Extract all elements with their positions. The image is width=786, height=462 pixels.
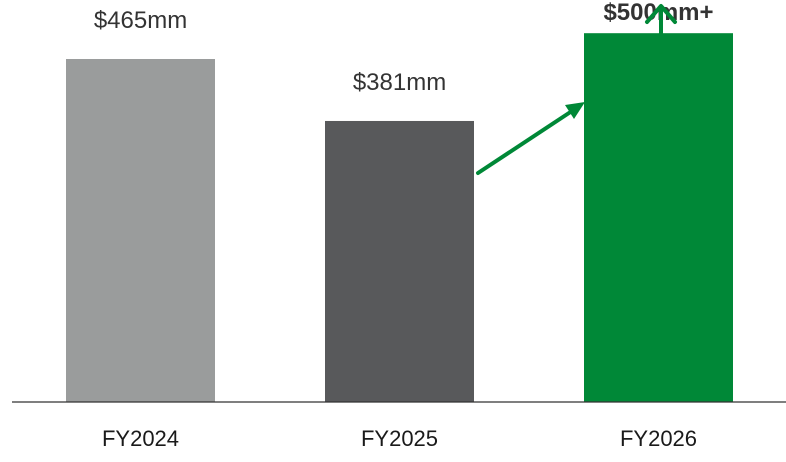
growth-arrows: [476, 4, 677, 175]
category-label-fy2024: FY2024: [102, 426, 179, 451]
value-labels-group: $465mm $381mm $500mm+: [94, 0, 714, 96]
category-label-fy2026: FY2026: [620, 426, 697, 451]
bar-fy2026: [584, 33, 733, 403]
up-arrow-icon: [645, 4, 677, 54]
bars-group: [66, 33, 733, 403]
value-label-fy2024: $465mm: [94, 7, 187, 34]
category-label-fy2025: FY2025: [361, 426, 438, 451]
diagonal-growth-arrow-icon: [476, 102, 585, 175]
bar-fy2025: [325, 120, 474, 402]
category-labels-group: FY2024 FY2025 FY2026: [102, 426, 697, 451]
bar-fy2024: [66, 59, 215, 402]
value-label-fy2025: $381mm: [353, 69, 446, 96]
value-label-fy2026: $500mm+: [603, 0, 713, 26]
